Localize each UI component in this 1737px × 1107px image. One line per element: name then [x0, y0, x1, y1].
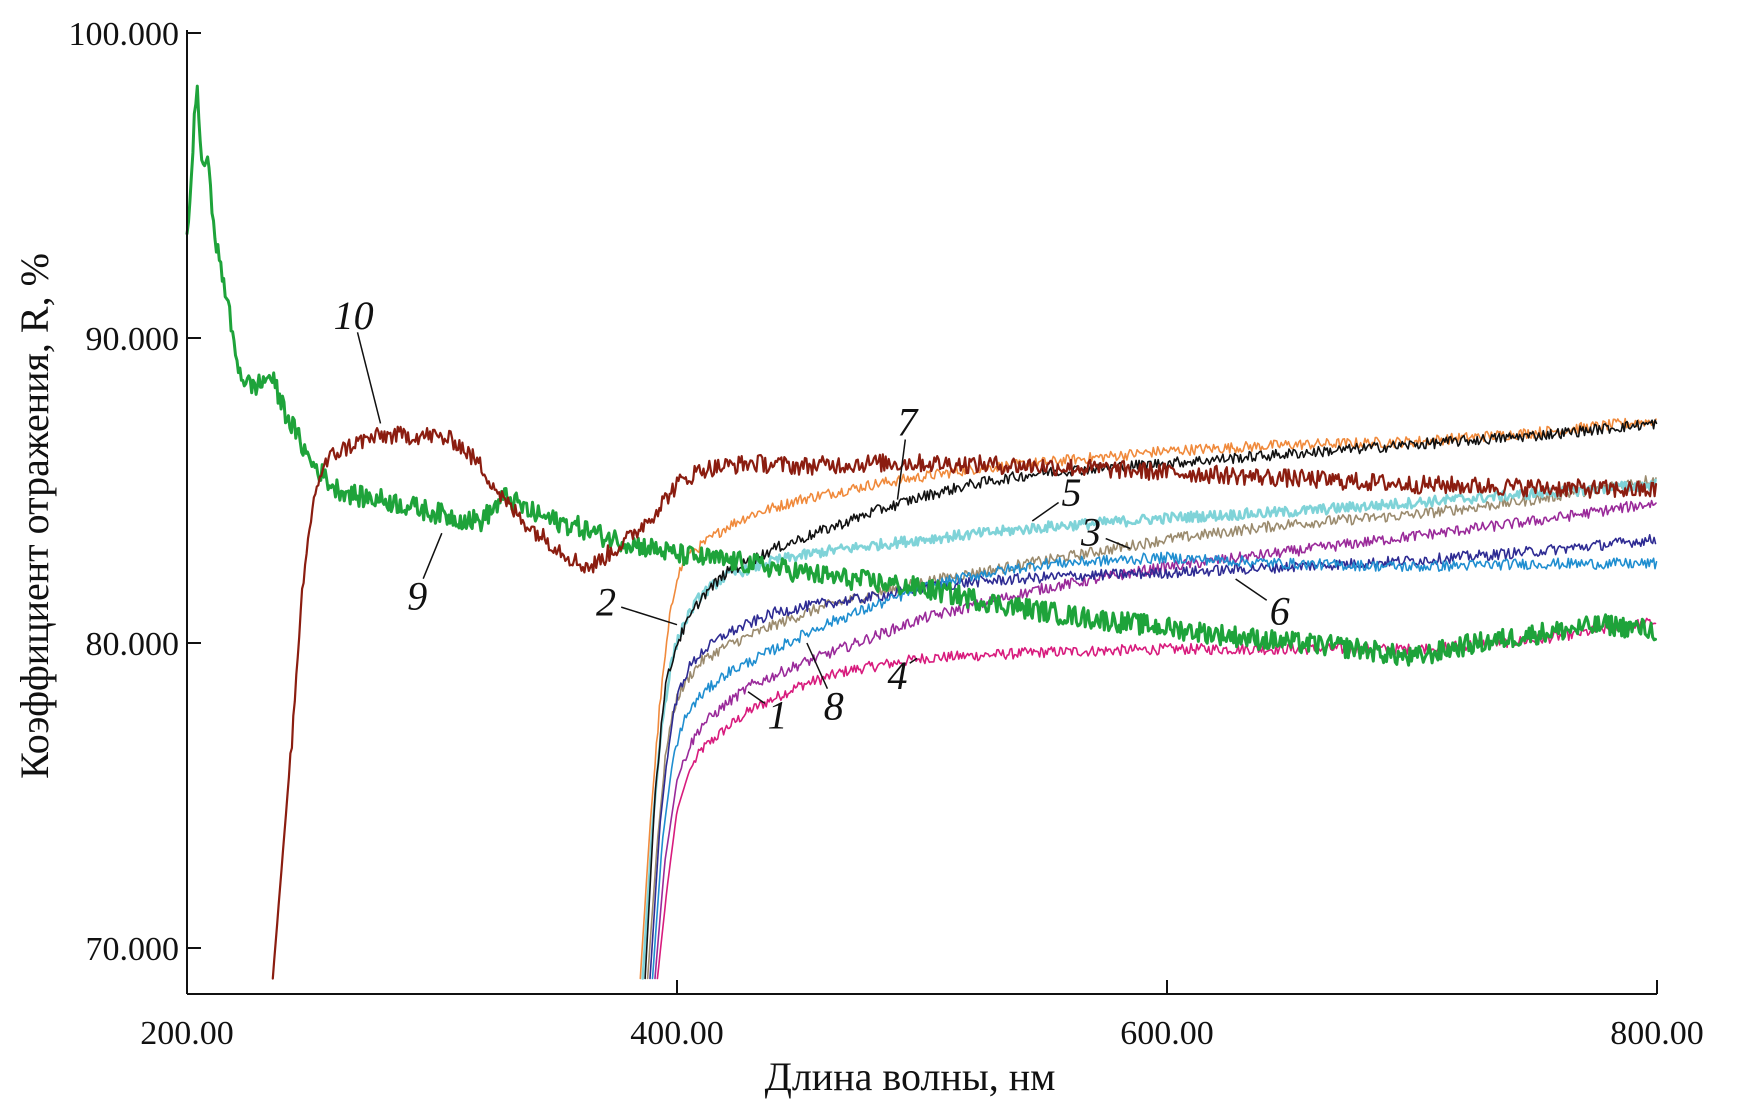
- y-tick-label: 70.000: [86, 931, 180, 968]
- x-tick-label: 600.00: [1120, 1015, 1214, 1052]
- y-tick-label: 90.000: [86, 321, 180, 358]
- series-line-3: [646, 475, 1657, 980]
- curve-label-1: 1: [767, 692, 787, 737]
- curve-label-9: 9: [407, 573, 427, 618]
- leader-line-10: [356, 332, 382, 424]
- x-axis-title: Длина волны, нм: [765, 1054, 1056, 1099]
- x-tick-label: 200.00: [140, 1015, 234, 1052]
- ticks-layer: 200.00 400.00 600.00 800.00 70.000 80.000 90.0…: [69, 16, 1704, 1052]
- curve-label-8: 8: [824, 683, 844, 728]
- leader-line-5: [1031, 501, 1060, 522]
- curve-label-2: 2: [596, 580, 616, 625]
- y-axis-title: Коэффициент отражения, R, %: [12, 253, 57, 779]
- series-line-9: [185, 84, 1657, 667]
- leader-line-7: [896, 439, 907, 500]
- series-line-6: [649, 534, 1657, 980]
- leader-line-8: [806, 642, 829, 690]
- leader-line-9: [422, 532, 443, 579]
- curve-label-4: 4: [888, 653, 908, 698]
- leader-line-3: [1105, 537, 1131, 550]
- series-line-7: [644, 419, 1658, 980]
- series-layer: [185, 84, 1658, 980]
- series-line-5: [641, 478, 1657, 980]
- series-line-1: [656, 617, 1657, 980]
- y-tick-label: 100.000: [69, 16, 180, 53]
- curve-label-5: 5: [1061, 470, 1081, 515]
- curve-label-10: 10: [334, 293, 374, 338]
- series-line-10: [271, 425, 1658, 980]
- y-tick-label: 80.000: [86, 626, 180, 663]
- leader-line-4: [909, 657, 918, 664]
- curve-label-7: 7: [897, 400, 919, 445]
- leader-line-6: [1235, 578, 1268, 601]
- leader-line-1: [747, 691, 766, 705]
- axes-layer: [186, 30, 1657, 995]
- x-tick-label: 800.00: [1610, 1015, 1704, 1052]
- x-tick-label: 400.00: [630, 1015, 724, 1052]
- curve-label-3: 3: [1080, 509, 1101, 554]
- leader-line-2: [620, 606, 678, 626]
- series-line-8: [651, 551, 1658, 980]
- series-line-2: [639, 417, 1657, 980]
- annotation-layer: 10 9 2 7 53 6 481: [334, 293, 1290, 738]
- curve-label-6: 6: [1270, 589, 1290, 634]
